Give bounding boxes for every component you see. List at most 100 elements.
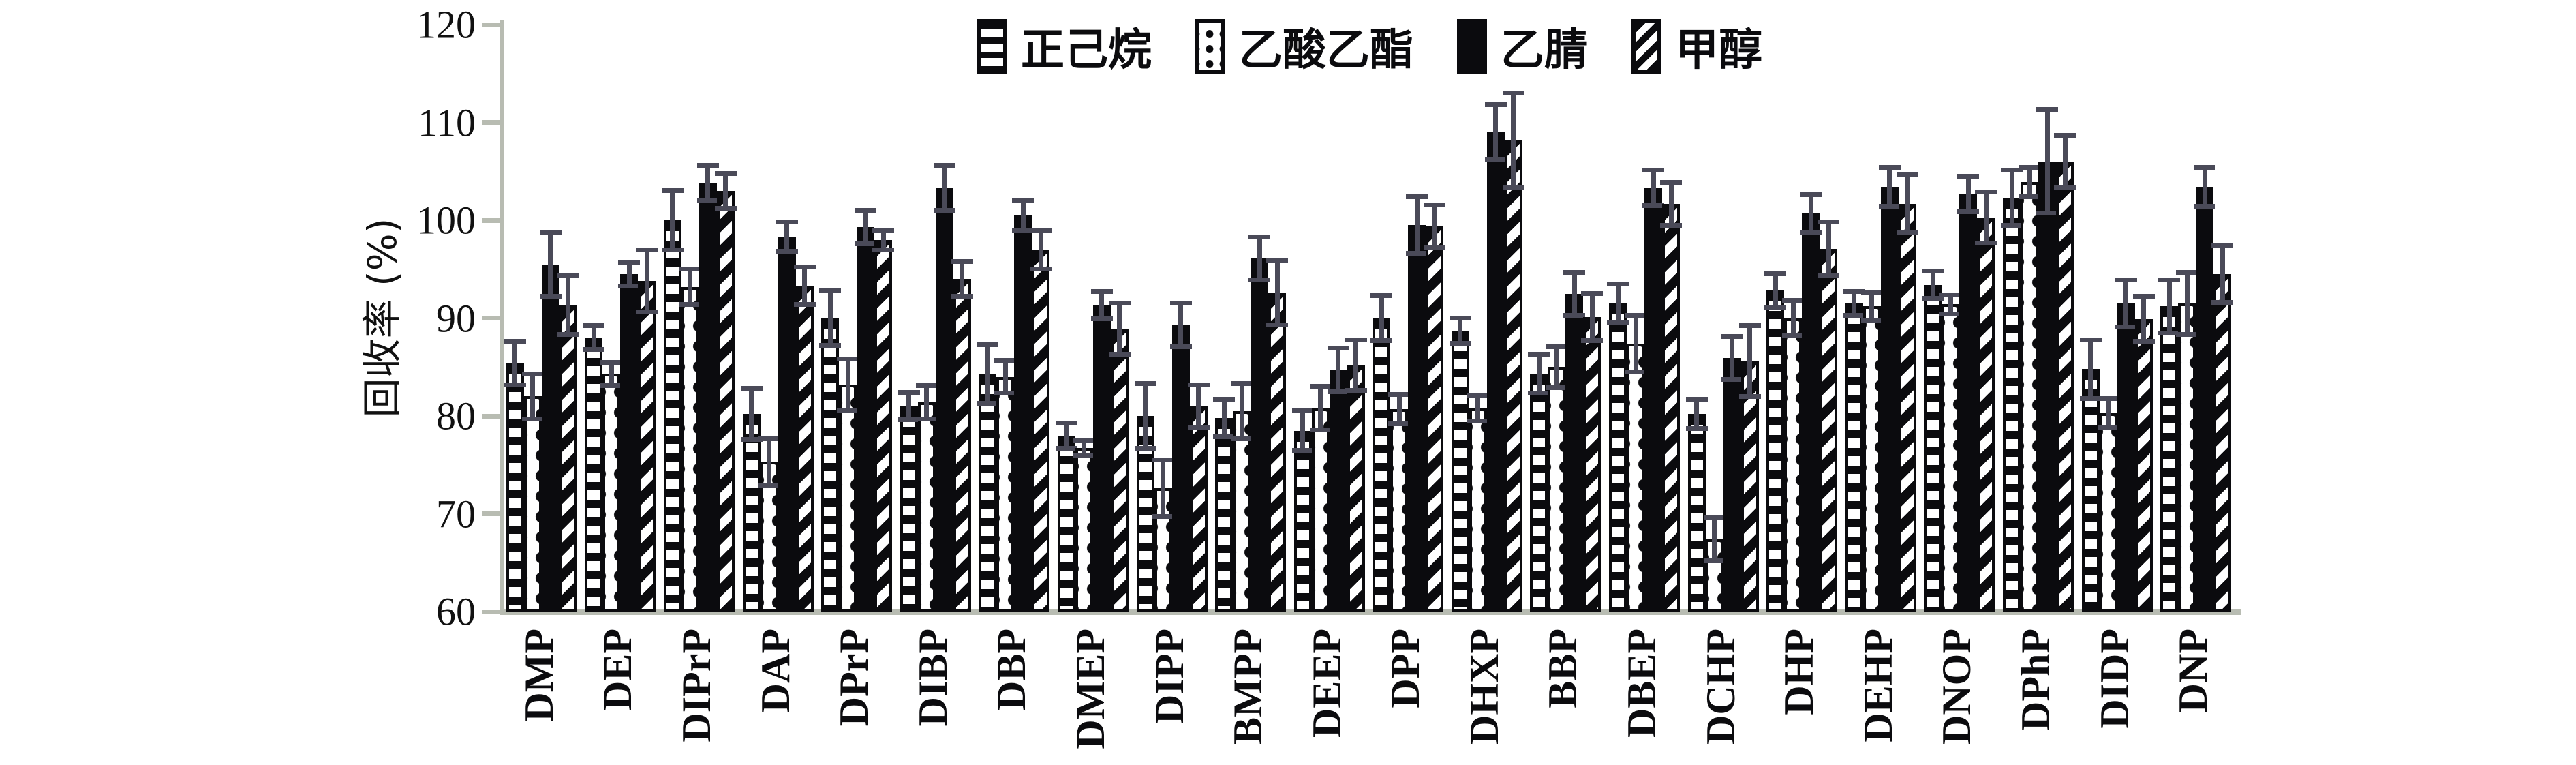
error-bar-cap [2176,269,2198,275]
x-tick-label-DEHP: DEHP [1855,629,1901,742]
error-bar-cap [1703,515,1726,520]
error-bar-cap [679,267,701,272]
error-bar-cap [1213,434,1236,439]
error-bar-cap [1449,316,1471,320]
bar-DCHP-solid [1723,358,1741,612]
bar-DIPrP-dots [681,286,699,612]
y-tick-label: 70 [436,492,476,536]
bar-DEEP-diagonal [1347,365,1365,612]
error-bar-cap [1957,209,1980,214]
error-bar [1773,273,1778,308]
error-bar-cap [1625,369,1647,374]
bar-DIPrP-diagonal [716,190,735,612]
error-bar-cap [1939,312,1962,317]
legend-label: 乙酸乙酯 [1239,25,1413,76]
hlines-pattern-swatch-icon [977,19,1007,74]
error-bar-cap [1449,341,1471,346]
error-bar-cap [1581,338,1604,343]
error-bar-cap [977,342,999,347]
legend: 正己烷 乙酸乙酯 乙腈 甲醇 [977,15,1762,78]
error-bar-cap [1187,382,1210,387]
error-bar-cap [1563,269,1586,275]
error-bar-cap [2079,395,2102,401]
error-bar-cap [618,283,641,288]
x-tick-label-DNP: DNP [2171,629,2216,713]
error-bar-cap [872,247,895,252]
error-bar [705,165,711,201]
bar-DAP-hlines [742,414,761,612]
error-bar-cap [933,163,955,168]
error-bar-cap [2132,294,2155,299]
error-bar-cap [793,265,816,270]
bar-DPhP-diagonal [2056,161,2074,612]
bar-DEP-dots [602,374,621,612]
error-bar-cap [504,382,526,387]
error-bar [1318,386,1323,430]
error-bar-cap [2001,168,2023,173]
error-bar [784,222,790,252]
error-bar [2123,280,2129,327]
error-bar-cap [636,310,658,315]
error-bar-cap [1134,381,1156,387]
error-bar [906,392,912,420]
x-tick-label-DPP: DPP [1383,629,1428,708]
bar-DIBP-diagonal [953,279,971,612]
error-bar [591,325,596,350]
error-bar [1965,176,1971,212]
bar-DCHP-hlines [1687,414,1706,612]
error-bar [1983,192,1989,243]
error-bar [1353,340,1359,391]
error-bar-cap [1108,301,1131,306]
error-bar-cap [855,241,877,246]
error-bar-cap [1607,320,1629,326]
x-tick-label-BMPP: BMPP [1225,629,1271,745]
error-bar-cap [2036,107,2059,112]
error-bar [512,341,518,385]
solid-pattern-swatch-icon [1457,19,1487,74]
error-bar [1668,182,1674,226]
error-bar-cap [1248,234,1271,239]
error-bar-cap [1782,333,1805,338]
error-bar-cap [679,301,701,307]
bar-DIBP-hlines [900,406,918,612]
error-bar [1414,196,1420,254]
error-bar [1178,303,1184,347]
error-bar [749,388,754,440]
bar-DPrP-solid [857,227,875,612]
error-bar-cap [2115,278,2137,283]
bar-DEP-hlines [585,338,603,612]
y-tick-mark [482,217,501,223]
error-bar-cap [915,383,938,388]
legend-label: 乙腈 [1501,25,1588,76]
legend-item-acetonitrile: 乙腈 [1457,15,1588,78]
error-bar-cap [1134,445,1156,451]
error-bar-cap [1012,227,1034,232]
bar-DPhP-dots [2021,182,2039,612]
bar-DNOP-hlines [1924,284,1942,612]
bar-DPrP-diagonal [874,239,893,612]
error-bar [644,250,649,312]
bar-BMPP-dots [1233,410,1251,612]
legend-item-hexane: 正己烷 [977,15,1152,78]
error-bar-cap [618,260,641,265]
error-bar [802,267,808,305]
error-bar-cap [1327,389,1349,394]
error-bar [1221,399,1227,437]
error-bar-cap [1187,425,1210,430]
error-bar-cap [1266,258,1289,263]
error-bar-cap [504,339,526,344]
x-tick-label-DIPP: DIPP [1146,629,1192,724]
error-bar [827,290,833,346]
error-bar-cap [1721,377,1743,382]
bar-DNP-hlines [2160,306,2179,612]
error-bar-cap [1625,312,1647,318]
bar-DHP-solid [1802,213,1820,612]
error-bar-cap [696,198,719,203]
error-bar-cap [1922,296,1944,301]
legend-item-ethyl-acetate: 乙酸乙酯 [1195,15,1413,78]
error-bar [1554,346,1559,388]
error-bar-cap [898,390,920,395]
error-bar-cap [1248,278,1271,283]
bar-DPP-dots [1390,408,1409,612]
